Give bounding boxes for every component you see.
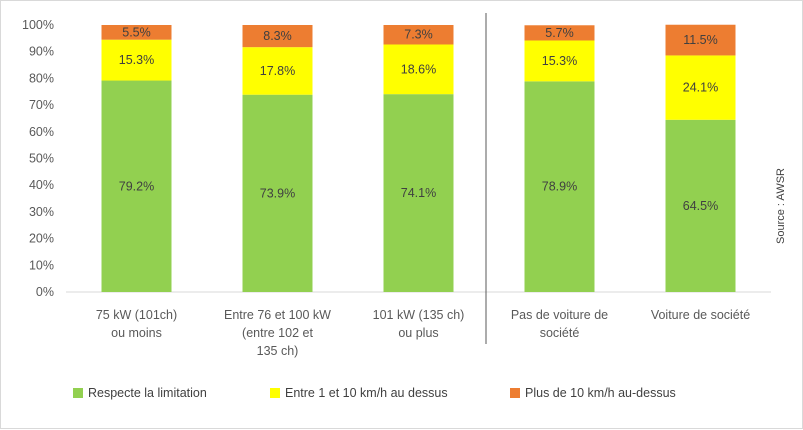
- bar-segment: [383, 44, 454, 95]
- axis-layer: 0% 10% 20% 30% 40% 50% 60% 70% 80% 90% 100% 75 kW (…: [22, 13, 771, 358]
- bar-segment: [524, 81, 595, 292]
- labels-layer: 79.2% 15.3% 5.5% 73.9% 17.8% 8.3% 74.1% 18.6% 7.…: [119, 25, 718, 213]
- bar-segment: [665, 119, 736, 292]
- category-label: Entre 76 et 100 kW (entre 102 et 135 ch): [224, 308, 331, 358]
- data-label: 73.9%: [260, 186, 295, 200]
- y-tick-label: 50%: [29, 152, 54, 166]
- bar-segment: [524, 25, 595, 41]
- bar-segment: [242, 25, 313, 48]
- bar-segment: [383, 25, 454, 45]
- category-label: 75 kW (101ch) ou moins: [96, 308, 177, 340]
- y-tick-label: 10%: [29, 258, 54, 272]
- y-tick-label: 0%: [36, 285, 54, 299]
- data-label: 5.7%: [545, 26, 574, 40]
- legend-entry: Plus de 10 km/h au-dessus: [525, 386, 676, 400]
- data-label: 11.5%: [683, 33, 718, 47]
- data-label: 15.3%: [542, 54, 577, 68]
- data-label: 64.5%: [683, 199, 718, 213]
- legend: Respecte la limitation Entre 1 et 10 km/h…: [73, 386, 676, 400]
- y-tick-label: 40%: [29, 178, 54, 192]
- data-label: 24.1%: [683, 81, 718, 95]
- bar-segment: [665, 24, 736, 56]
- data-label: 79.2%: [119, 179, 154, 193]
- bars-layer: [101, 24, 736, 292]
- category-label: 101 kW (135 ch) ou plus: [373, 308, 465, 340]
- data-label: 18.6%: [401, 62, 436, 76]
- y-tick-label: 100%: [22, 18, 54, 32]
- y-tick-label: 20%: [29, 232, 54, 246]
- legend-swatch: [270, 388, 280, 398]
- data-label: 7.3%: [404, 28, 433, 42]
- y-tick-label: 60%: [29, 125, 54, 139]
- bar-segment: [101, 25, 172, 40]
- legend-swatch: [510, 388, 520, 398]
- y-tick-label: 90%: [29, 45, 54, 59]
- legend-entry: Entre 1 et 10 km/h au dessus: [285, 386, 448, 400]
- bar-segment: [383, 94, 454, 292]
- data-label: 8.3%: [263, 29, 292, 43]
- bar-segment: [101, 80, 172, 292]
- category-label: Voiture de société: [651, 308, 750, 322]
- bar-segment: [101, 39, 172, 81]
- data-label: 17.8%: [260, 64, 295, 78]
- category-label: Pas de voiture de société: [511, 308, 608, 340]
- bar-segment: [524, 40, 595, 82]
- data-label: 78.9%: [542, 180, 577, 194]
- y-tick-label: 80%: [29, 71, 54, 85]
- y-tick-label: 70%: [29, 98, 54, 112]
- source-note: Source : AWSR: [775, 168, 787, 244]
- data-label: 5.5%: [122, 25, 151, 39]
- bar-segment: [242, 94, 313, 292]
- bar-segment: [665, 55, 736, 120]
- data-label: 74.1%: [401, 186, 436, 200]
- bar-segment: [242, 47, 313, 95]
- data-label: 15.3%: [119, 53, 154, 67]
- y-tick-label: 30%: [29, 205, 54, 219]
- legend-entry: Respecte la limitation: [88, 386, 207, 400]
- legend-swatch: [73, 388, 83, 398]
